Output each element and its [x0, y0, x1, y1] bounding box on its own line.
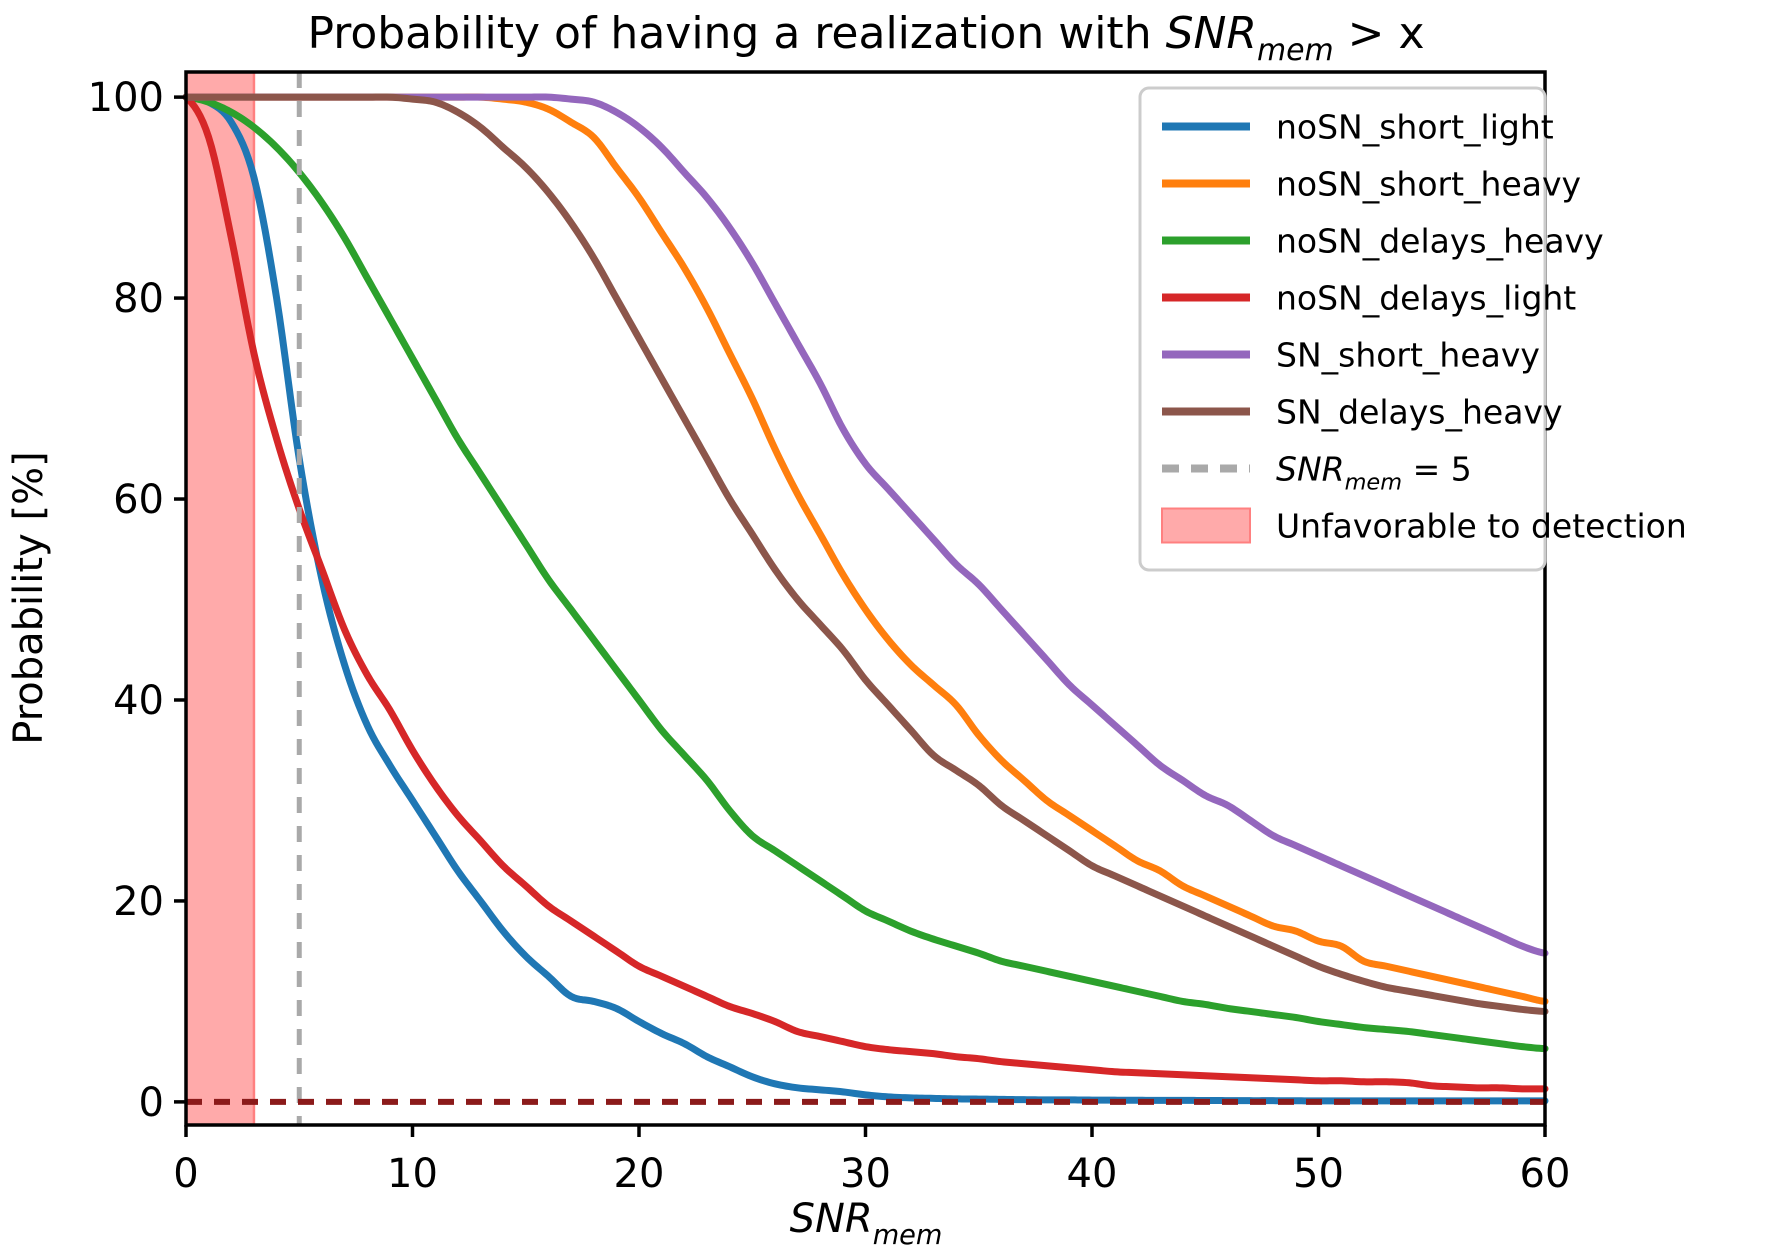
- y-tick-label: 80: [113, 276, 164, 322]
- x-tick-label: 50: [1293, 1151, 1344, 1197]
- legend-label-6[interactable]: SNRmem = 5: [1276, 450, 1472, 496]
- unfavorable-region: [184, 70, 256, 1127]
- legend-label-7[interactable]: Unfavorable to detection: [1276, 507, 1687, 546]
- legend-label-0[interactable]: noSN_short_light: [1276, 108, 1554, 147]
- reference-lines: [186, 72, 1545, 1125]
- x-tick-label: 60: [1520, 1151, 1571, 1197]
- y-tick-label: 40: [113, 678, 164, 724]
- legend-label-5[interactable]: SN_delays_heavy: [1276, 393, 1563, 432]
- legend-label-3[interactable]: noSN_delays_light: [1276, 279, 1576, 318]
- data-series-group: [182, 93, 1549, 1105]
- chart-title: Probability of having a realization with…: [307, 8, 1424, 68]
- legend-box: [1138, 86, 1547, 572]
- x-tick-label: 30: [840, 1151, 891, 1197]
- legend[interactable]: noSN_short_light noSN_short_heavy noSN_del…: [1138, 86, 1687, 572]
- y-tick-label: 60: [113, 477, 164, 523]
- x-tick-label: 40: [1067, 1151, 1118, 1197]
- series-line-noSN_delays_light: [182, 93, 1549, 1093]
- x-axis-ticks: 0 10 20 30 40 50 60: [173, 1125, 1570, 1197]
- y-tick-label: 20: [113, 879, 164, 925]
- legend-label-4[interactable]: SN_short_heavy: [1276, 336, 1540, 375]
- x-tick-label: 20: [614, 1151, 665, 1197]
- legend-label-1[interactable]: noSN_short_heavy: [1276, 165, 1581, 204]
- series-line-SN_delays_heavy: [182, 93, 1549, 1015]
- legend-swatch-7: [1161, 507, 1251, 544]
- legend-label-2[interactable]: noSN_delays_heavy: [1276, 222, 1604, 261]
- unfavorable-span: [184, 70, 256, 1127]
- x-tick-label: 10: [387, 1151, 438, 1197]
- y-tick-label: 0: [139, 1080, 164, 1126]
- series-line-noSN_delays_heavy: [182, 93, 1549, 1053]
- y-axis-ticks: 0 20 40 60 80 100: [88, 75, 186, 1126]
- x-tick-label: 0: [173, 1151, 198, 1197]
- y-axis-label: Probability [%]: [6, 451, 52, 744]
- x-axis-label: SNRmem: [790, 1196, 943, 1251]
- y-tick-label: 100: [88, 75, 164, 121]
